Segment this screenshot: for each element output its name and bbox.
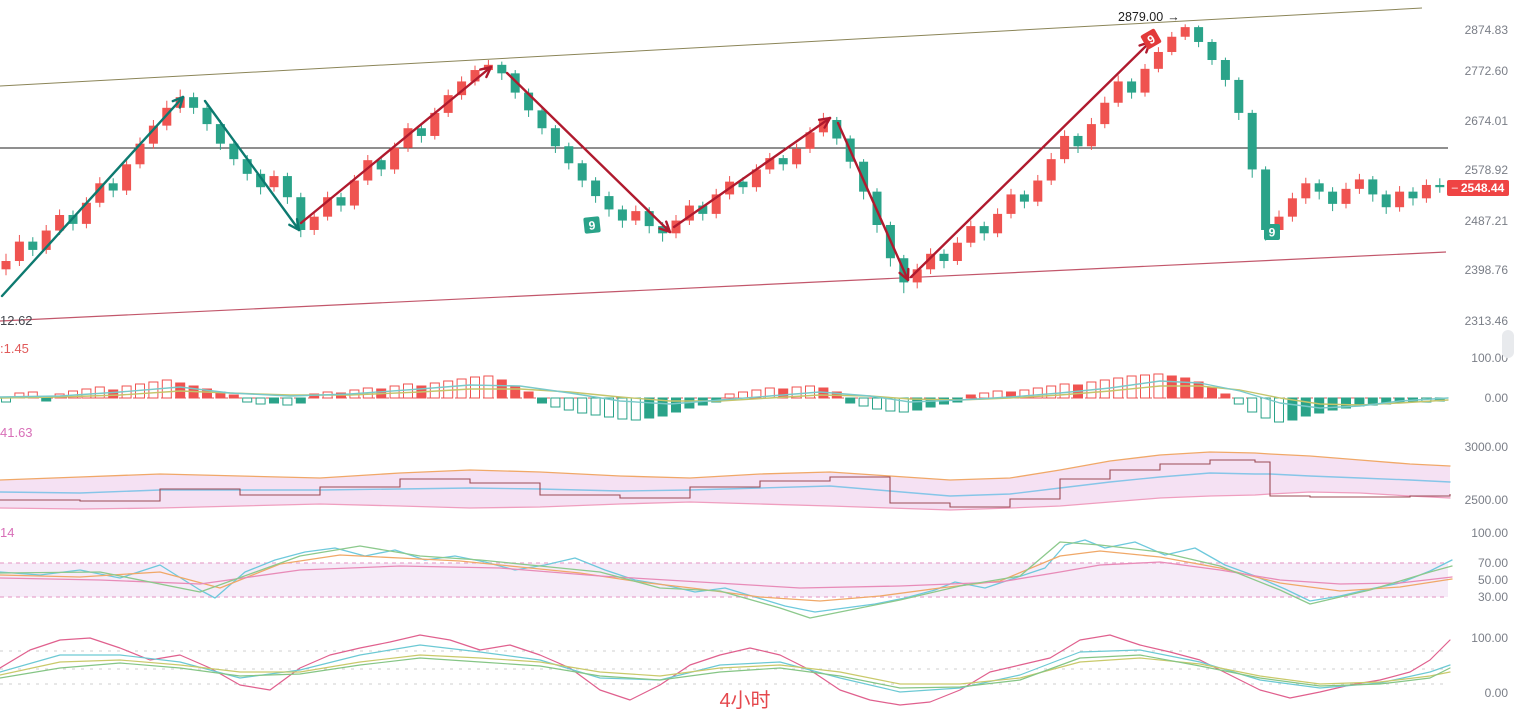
right-axis-label: 2487.21 bbox=[1464, 214, 1508, 228]
right-axis-label: 2772.60 bbox=[1464, 64, 1508, 78]
right-axis-label: 2874.83 bbox=[1464, 23, 1508, 37]
price-annotation-value: 2879.00 bbox=[1118, 10, 1164, 24]
price-tag-dash: – bbox=[1451, 182, 1458, 194]
signal-badges: 9 9 9 bbox=[583, 28, 1280, 240]
zigzag-trend-arrows bbox=[0, 40, 1152, 298]
right-axis-label: 2674.01 bbox=[1464, 114, 1508, 128]
right-axis-label: 0.00 bbox=[1484, 391, 1508, 405]
right-axis-label: 100.00 bbox=[1471, 351, 1508, 365]
current-price-tag: – 2548.44 bbox=[1447, 180, 1509, 196]
price-tag-value: 2548.44 bbox=[1460, 181, 1505, 195]
svg-text:9: 9 bbox=[1269, 226, 1276, 240]
timeframe-label: 4小时 bbox=[719, 690, 771, 712]
right-axis-label: 70.00 bbox=[1477, 556, 1508, 570]
indicator-value-label: 41.63 bbox=[0, 425, 33, 440]
right-axis-label: 100.00 bbox=[1471, 631, 1508, 645]
macd-panel bbox=[0, 373, 1449, 423]
indicator-value-label: :1.45 bbox=[0, 341, 29, 356]
right-axis-label: 2313.46 bbox=[1464, 314, 1508, 328]
right-axis-label: 3000.00 bbox=[1464, 440, 1508, 454]
signal-badge-9: 9 bbox=[1140, 28, 1162, 50]
signal-badge-9: 9 bbox=[583, 216, 601, 234]
right-axis-label: 0.00 bbox=[1484, 686, 1508, 700]
signal-badge-9: 9 bbox=[1264, 224, 1280, 240]
right-axis-label: 2398.76 bbox=[1464, 263, 1508, 277]
right-axis-label: 30.00 bbox=[1477, 590, 1508, 604]
price-annotation: 2879.00 → bbox=[1118, 10, 1180, 24]
indicator-value-label: 14 bbox=[0, 525, 15, 540]
trend-channel-lines bbox=[0, 7, 1447, 322]
right-axis-label: 2500.00 bbox=[1464, 493, 1508, 507]
right-axis-label: 2578.92 bbox=[1464, 163, 1508, 177]
boll-panel bbox=[0, 451, 1451, 511]
kdj-panel bbox=[0, 634, 1451, 706]
scrollbar-thumb[interactable] bbox=[1502, 330, 1514, 358]
right-axis-label: 50.00 bbox=[1477, 573, 1508, 587]
svg-text:9: 9 bbox=[588, 218, 596, 233]
right-axis-label: 100.00 bbox=[1471, 526, 1508, 540]
right-arrow-icon: → bbox=[1167, 10, 1180, 24]
rsi-panel bbox=[0, 539, 1453, 619]
indicator-value-label: 12.62 bbox=[0, 313, 33, 328]
main-candles bbox=[1, 24, 1445, 294]
